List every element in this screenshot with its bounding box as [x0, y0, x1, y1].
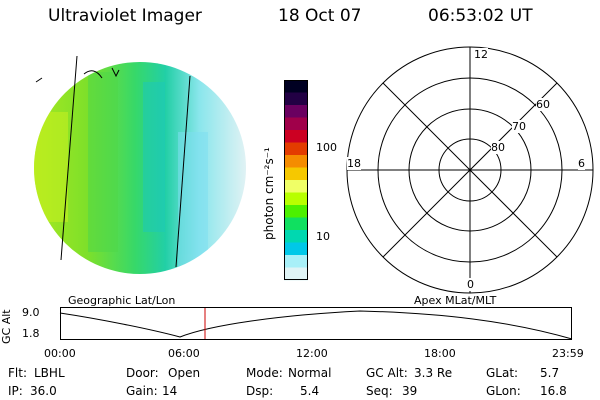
orbit-y-tick-bottom: 1.8 [22, 327, 40, 340]
ip-value: 36.0 [30, 384, 57, 398]
geographic-caption: Geographic Lat/Lon [68, 294, 176, 307]
colorbar-unit-label: photon cm⁻²s⁻¹ [262, 147, 276, 240]
colorbar-segment [284, 217, 308, 231]
mlt-label-6: 6 [578, 157, 585, 170]
colorbar-segment [284, 142, 308, 156]
colorbar-tick-10: 10 [316, 230, 330, 243]
glat-value: 5.7 [540, 366, 560, 380]
door-value: Open [168, 366, 201, 380]
orbit-altitude-curve [59, 310, 573, 340]
orbit-altitude-plot [59, 307, 573, 340]
longitude-line-left [60, 55, 78, 261]
instrument-title: Ultraviolet Imager [48, 6, 202, 26]
longitude-line-right [175, 75, 191, 268]
colorbar-segment [284, 255, 308, 268]
gc-alt-value: 3.3 Re [414, 366, 453, 380]
glon-label: GLon: [486, 384, 521, 398]
colorbar-segment [284, 230, 308, 243]
uv-earth-image [34, 55, 246, 274]
mlat-label-60: 60 [536, 98, 550, 111]
image-date: 18 Oct 07 [278, 6, 362, 26]
mlt-label-0: 0 [467, 278, 474, 291]
mlt-label-12: 12 [474, 48, 488, 61]
seq-label: Seq: [366, 384, 393, 398]
mode-value: Normal [288, 366, 332, 380]
door-label: Door: [126, 366, 159, 380]
dsp-value: 5.4 [300, 384, 320, 398]
colorbar-segment [284, 130, 308, 143]
mode-label: Mode: [246, 366, 283, 380]
colorbar-frame [284, 80, 308, 280]
image-time: 06:53:02 UT [428, 6, 533, 26]
filter-label: Flt: [8, 366, 27, 380]
mlt-label-18: 18 [347, 157, 361, 170]
colorbar-segment [284, 192, 308, 206]
orbit-x-tick-1200: 12:00 [296, 347, 328, 360]
orbit-x-tick-0000: 00:00 [44, 347, 76, 360]
seq-value: 39 [402, 384, 418, 398]
mlat-label-70: 70 [512, 120, 526, 133]
colorbar-segment [284, 242, 308, 256]
orbit-x-tick-0600: 06:00 [168, 347, 200, 360]
orbit-y-axis-label: GC Alt [0, 309, 13, 344]
apex-caption: Apex MLat/MLT [414, 294, 497, 307]
colorbar-segment [284, 80, 308, 93]
colorbar-segment [284, 117, 308, 131]
colorbar-segment [284, 92, 308, 106]
glat-label: GLat: [486, 366, 519, 380]
colorbar-segment [284, 167, 308, 181]
orbit-x-tick-1800: 18:00 [424, 347, 456, 360]
ip-label: IP: [8, 384, 23, 398]
coastline-marks [35, 67, 120, 83]
gc-alt-label: GC Alt: [366, 366, 408, 380]
polar-plot [346, 46, 594, 294]
colorbar [284, 80, 308, 281]
colorbar-segment [284, 267, 308, 281]
colorbar-segment [284, 155, 308, 168]
filter-value: LBHL [34, 366, 65, 380]
gain-label: Gain: [126, 384, 158, 398]
mlt-line-diagonal-2 [382, 82, 558, 258]
orbit-x-tick-2359: 23:59 [552, 347, 584, 360]
glon-value: 16.8 [540, 384, 567, 398]
colorbar-segment [284, 105, 308, 118]
colorbar-segment [284, 180, 308, 193]
orbit-y-tick-top: 9.0 [22, 306, 40, 319]
mlat-label-80: 80 [491, 141, 505, 154]
colorbar-tick-100: 100 [316, 141, 337, 154]
gain-value: 14 [162, 384, 178, 398]
colorbar-segment [284, 205, 308, 218]
dsp-label: Dsp: [246, 384, 274, 398]
